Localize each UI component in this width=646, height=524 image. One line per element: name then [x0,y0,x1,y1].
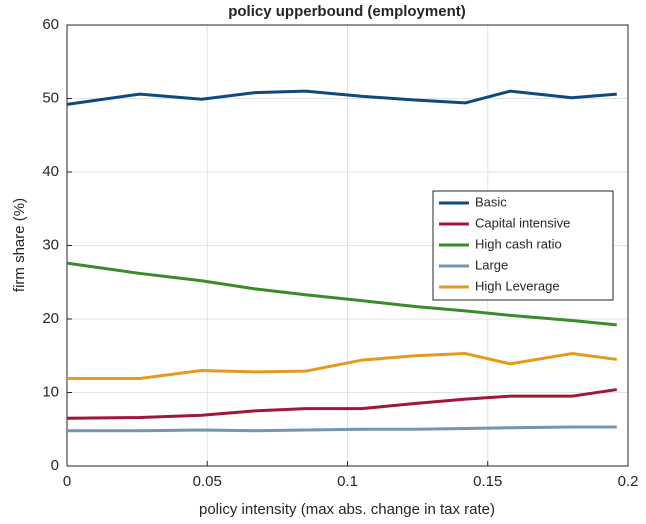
legend-label: Large [475,257,508,272]
x-tick-label: 0.2 [618,473,639,490]
y-tick-label: 40 [42,163,59,180]
legend-label: High Leverage [475,278,560,293]
series-line [66,388,617,420]
x-tick-label: 0.15 [473,473,502,490]
y-tick-label: 50 [42,89,59,106]
series-line [66,89,617,106]
legend-label: Capital intensive [475,215,570,230]
plot-frame [66,24,629,467]
y-tick-label: 60 [42,16,59,33]
x-tick-label: 0.05 [193,473,222,490]
x-tick-label: 0 [63,473,71,490]
x-tick-label: 0.1 [337,473,358,490]
y-axis-label: firm share (%) [11,198,28,292]
legend-label: Basic [475,194,507,209]
chart-title: policy upperbound (employment) [228,3,466,20]
y-tick-label: 20 [42,310,59,327]
y-tick-label: 0 [51,457,59,474]
series-line [67,425,617,433]
y-tick-label: 10 [42,383,59,400]
x-axis-label: policy intensity (max abs. change in tax… [199,501,495,518]
legend-label: High cash ratio [475,236,562,251]
series-line [66,261,617,327]
y-tick-label: 30 [42,236,59,253]
series-line [67,352,617,381]
